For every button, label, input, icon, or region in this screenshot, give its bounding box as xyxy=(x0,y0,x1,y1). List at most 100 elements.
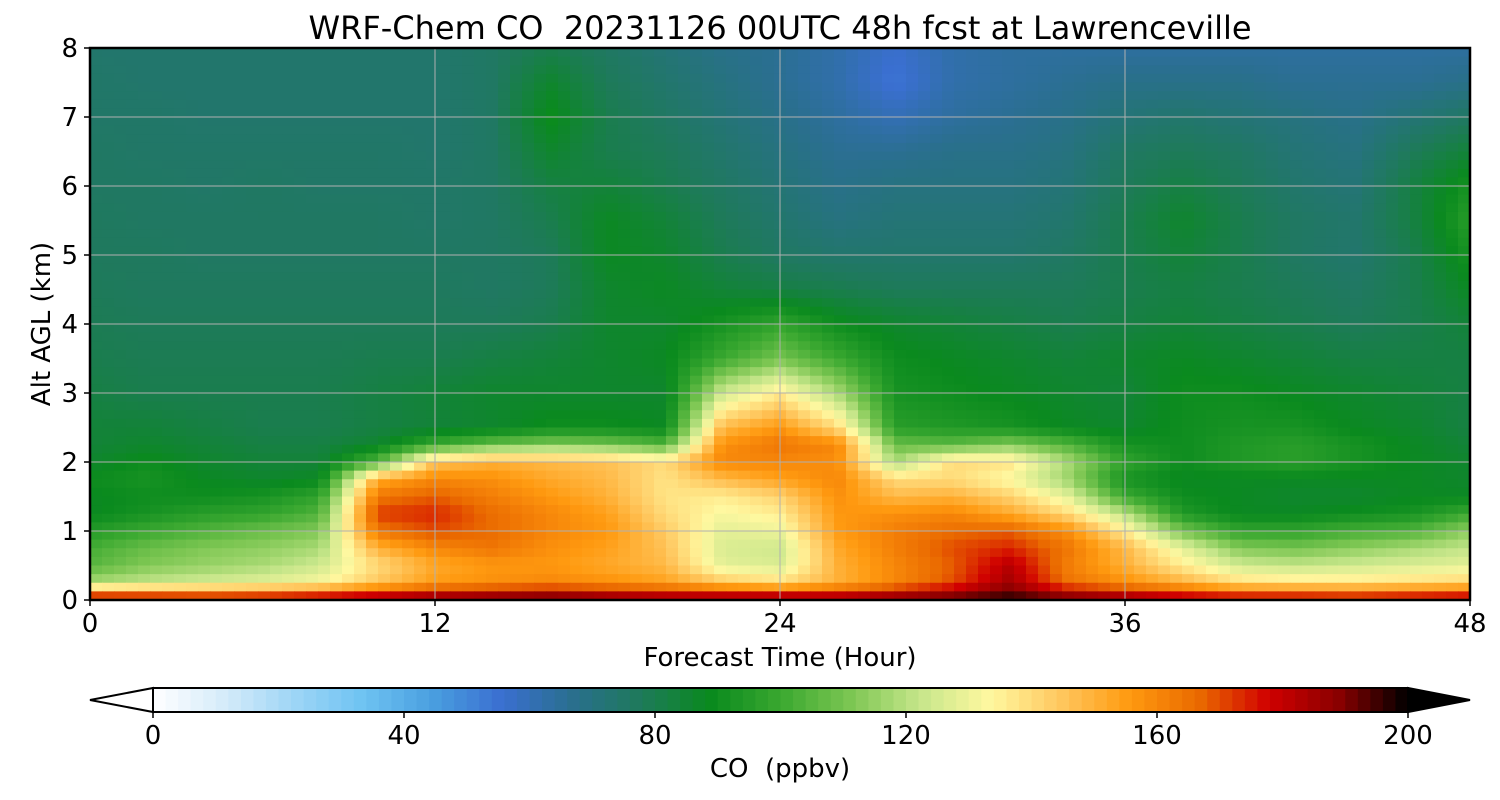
heatmap-cell xyxy=(102,401,115,411)
heatmap-cell xyxy=(1314,48,1327,58)
heatmap-cell xyxy=(462,134,475,144)
heatmap-cell xyxy=(174,358,187,368)
heatmap-cell xyxy=(486,280,499,291)
heatmap-cell xyxy=(138,263,151,273)
heatmap-cell xyxy=(1122,65,1135,75)
heatmap-cell xyxy=(846,65,859,75)
heatmap-cell xyxy=(798,349,811,360)
heatmap-cell xyxy=(522,151,535,161)
heatmap-cell xyxy=(1038,401,1051,411)
heatmap-cell xyxy=(606,306,619,316)
heatmap-cell xyxy=(210,73,223,84)
heatmap-cell xyxy=(666,393,679,403)
heatmap-cell xyxy=(1050,48,1063,58)
heatmap-cell xyxy=(1122,108,1135,118)
heatmap-cell xyxy=(186,56,199,66)
heatmap-cell xyxy=(450,168,463,178)
heatmap-cell xyxy=(1134,349,1147,360)
heatmap-cell xyxy=(162,134,175,144)
heatmap-cell xyxy=(1362,324,1375,334)
heatmap-cell xyxy=(318,203,331,213)
heatmap-cell xyxy=(174,306,187,316)
heatmap-cell xyxy=(198,99,211,109)
heatmap-cell xyxy=(1338,220,1351,230)
heatmap-cell xyxy=(186,48,199,58)
heatmap-cell xyxy=(522,246,535,256)
heatmap-cell xyxy=(726,91,739,101)
heatmap-cell xyxy=(858,255,871,265)
heatmap-cell xyxy=(1158,65,1171,75)
heatmap-cell xyxy=(186,349,199,360)
heatmap-cell xyxy=(1170,280,1183,291)
heatmap-cell xyxy=(798,73,811,84)
heatmap-cell xyxy=(330,211,343,222)
heatmap-cell xyxy=(498,151,511,161)
heatmap-cell xyxy=(1134,56,1147,66)
heatmap-cell xyxy=(126,375,139,385)
heatmap-cell xyxy=(390,315,403,325)
heatmap-cell xyxy=(522,211,535,222)
heatmap-cell xyxy=(1230,384,1243,394)
heatmap-cell xyxy=(1446,203,1459,213)
heatmap-cell xyxy=(918,82,931,92)
heatmap-cell xyxy=(702,375,715,385)
heatmap-cell xyxy=(606,203,619,213)
heatmap-cell xyxy=(174,186,187,196)
heatmap-cell xyxy=(258,82,271,92)
heatmap-cell xyxy=(126,82,139,92)
heatmap-cell xyxy=(438,358,451,368)
heatmap-cell xyxy=(954,186,967,196)
heatmap-cell xyxy=(1206,298,1219,308)
chart-title: WRF-Chem CO 20231126 00UTC 48h fcst at L… xyxy=(308,9,1251,47)
heatmap-cell xyxy=(762,367,775,377)
heatmap-cell xyxy=(1254,99,1267,109)
heatmap-cell xyxy=(270,168,283,178)
heatmap-cell xyxy=(1122,56,1135,66)
heatmap-cell xyxy=(930,280,943,291)
heatmap-cell xyxy=(654,349,667,360)
heatmap-cell xyxy=(426,194,439,204)
heatmap-cell xyxy=(438,306,451,316)
heatmap-cell xyxy=(666,151,679,161)
heatmap-cell xyxy=(414,324,427,334)
heatmap-cell xyxy=(330,194,343,204)
heatmap-cell xyxy=(726,151,739,161)
heatmap-cell xyxy=(738,367,751,377)
heatmap-cell xyxy=(126,220,139,230)
heatmap-cell xyxy=(174,65,187,75)
heatmap-cell xyxy=(750,289,763,299)
heatmap-cell xyxy=(1086,56,1099,66)
heatmap-cell xyxy=(138,289,151,299)
heatmap-cell xyxy=(1002,324,1015,334)
heatmap-cell xyxy=(1350,65,1363,75)
heatmap-cell xyxy=(1230,82,1243,92)
heatmap-cell xyxy=(318,246,331,256)
heatmap-cell xyxy=(1422,117,1435,127)
heatmap-cell xyxy=(126,91,139,101)
heatmap-cell xyxy=(234,203,247,213)
heatmap-cell xyxy=(858,324,871,334)
heatmap-cell xyxy=(474,401,487,411)
heatmap-cell xyxy=(1110,134,1123,144)
heatmap-cell xyxy=(150,220,163,230)
heatmap-cell xyxy=(618,367,631,377)
heatmap-cell xyxy=(1254,298,1267,308)
heatmap-cell xyxy=(462,117,475,127)
heatmap-cell xyxy=(1458,220,1470,230)
heatmap-cell xyxy=(1242,229,1255,239)
heatmap-cell xyxy=(810,384,823,394)
heatmap-cell xyxy=(1206,151,1219,161)
heatmap-cell xyxy=(234,160,247,170)
heatmap-cell xyxy=(1434,229,1447,239)
heatmap-cell xyxy=(1386,367,1399,377)
heatmap-cell xyxy=(1194,211,1207,222)
heatmap-cell xyxy=(1050,341,1063,351)
heatmap-cell xyxy=(1290,125,1303,135)
heatmap-cell xyxy=(1410,349,1423,360)
heatmap-cell xyxy=(114,177,127,187)
heatmap-cell xyxy=(1242,134,1255,144)
heatmap-cell xyxy=(102,56,115,66)
heatmap-cell xyxy=(1158,168,1171,178)
heatmap-cell xyxy=(1050,393,1063,403)
heatmap-cell xyxy=(1134,194,1147,204)
